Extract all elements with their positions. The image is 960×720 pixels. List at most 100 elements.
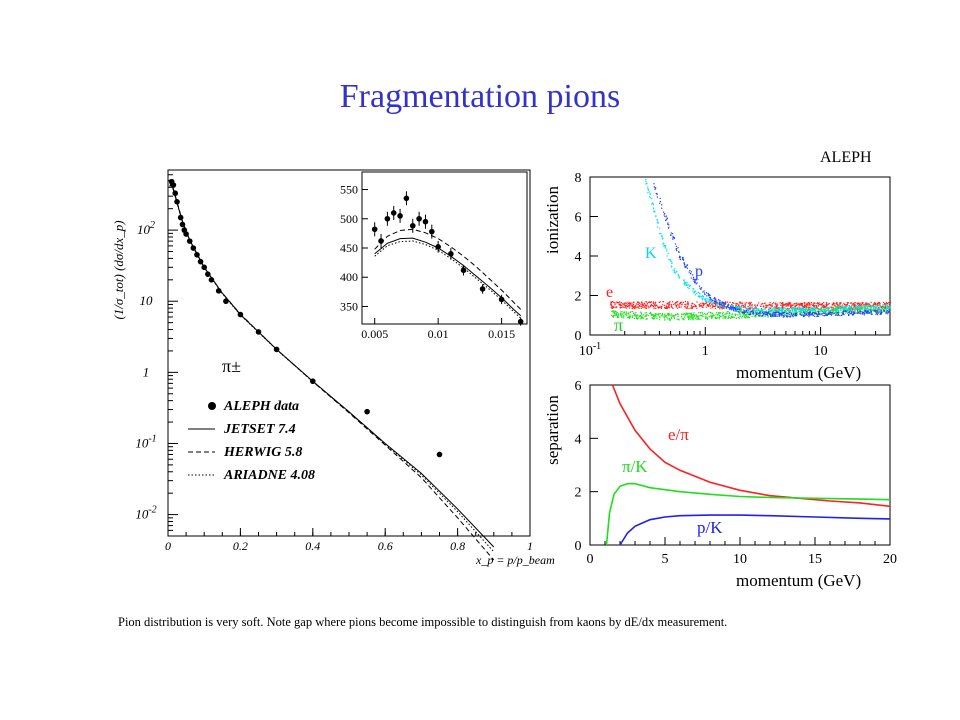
ion-point-3 [828, 311, 830, 314]
ion-point-1 [845, 310, 847, 313]
ion-point-2 [836, 303, 838, 306]
ion-point-1 [787, 313, 789, 315]
ion-point-3 [669, 319, 671, 321]
ion-point-2 [669, 301, 671, 303]
ion-point-1 [714, 298, 716, 300]
ion-point-3 [729, 317, 731, 319]
ion-point-0 [678, 277, 680, 279]
ion-point-2 [746, 302, 748, 304]
ion-point-2 [761, 303, 763, 305]
ion-point-0 [811, 309, 813, 312]
ion-point-3 [613, 314, 615, 316]
ion-point-1 [655, 192, 657, 195]
ion-point-3 [726, 311, 728, 313]
sep-curve [605, 482, 891, 546]
ion-point-3 [799, 311, 801, 313]
ion-point-0 [744, 310, 746, 312]
ion-point-1 [668, 224, 670, 226]
ion-point-1 [830, 312, 833, 314]
ion-point-3 [641, 314, 643, 316]
ion-point-2 [888, 302, 890, 304]
ion-point-2 [868, 303, 870, 305]
ion-point-2 [610, 307, 612, 309]
ion-point-0 [737, 305, 739, 307]
ion-point-0 [747, 307, 749, 309]
ion-point-2 [788, 308, 790, 310]
ion-point-1 [783, 316, 785, 318]
ion-point-2 [662, 301, 664, 303]
ion-point-2 [826, 304, 828, 306]
ion-point-0 [799, 310, 801, 312]
ion-point-1 [875, 313, 877, 315]
ion-point-2 [816, 303, 818, 305]
ion-point-0 [662, 237, 664, 239]
ion-point-2 [738, 306, 740, 308]
ion-point-3 [871, 309, 873, 311]
ion-point-3 [869, 308, 871, 310]
ion-point-1 [803, 311, 805, 313]
inset-data-point [422, 218, 429, 225]
ion-point-2 [781, 302, 783, 304]
ion-point-1 [795, 315, 797, 317]
ion-point-2 [816, 306, 818, 308]
ion-point-3 [766, 312, 768, 314]
ion-point-3 [731, 314, 733, 316]
ion-point-2 [740, 305, 742, 307]
ion-point-2 [780, 304, 782, 306]
ion-point-3 [719, 311, 721, 314]
ion-point-1 [825, 311, 827, 313]
ion-point-2 [819, 308, 822, 310]
ion-point-3 [678, 314, 680, 316]
ion-point-2 [875, 304, 877, 306]
ion-point-0 [823, 309, 825, 311]
ion-point-2 [888, 303, 890, 305]
ion-point-3 [767, 315, 769, 317]
ion-point-2 [844, 304, 846, 306]
ion-point-2 [861, 303, 863, 305]
ion-point-0 [862, 306, 864, 308]
ion-point-2 [881, 305, 883, 307]
ion-point-2 [678, 306, 680, 308]
ion-point-3 [640, 316, 642, 318]
ion-point-0 [812, 308, 814, 310]
ion-point-0 [868, 309, 870, 311]
ion-point-0 [748, 310, 750, 312]
ion-point-0 [850, 306, 852, 308]
ion-point-1 [853, 311, 855, 313]
ion-point-3 [694, 314, 696, 316]
ion-point-0 [757, 310, 759, 312]
ion-point-1 [737, 308, 739, 310]
ion-point-1 [783, 312, 785, 314]
ion-point-1 [661, 204, 663, 206]
ion-point-2 [661, 306, 663, 308]
ion-point-2 [662, 304, 664, 306]
ion-point-2 [685, 307, 687, 309]
ion-point-3 [641, 316, 643, 318]
ion-point-1 [771, 314, 773, 316]
ion-point-3 [838, 307, 840, 310]
ion-point-1 [699, 287, 701, 289]
ion-point-3 [683, 313, 685, 315]
ion-point-2 [806, 306, 808, 308]
ion-point-2 [717, 306, 719, 308]
ion-point-3 [716, 318, 718, 320]
ion-point-0 [722, 304, 724, 306]
ion-point-2 [673, 303, 675, 305]
ion-point-3 [733, 316, 735, 318]
ion-point-2 [790, 302, 792, 304]
ion-point-2 [668, 306, 670, 308]
ion-point-2 [749, 302, 751, 304]
ion-point-3 [692, 316, 694, 318]
ion-point-3 [869, 305, 871, 307]
ion-point-3 [611, 310, 613, 313]
ion-point-0 [730, 304, 732, 306]
ion-point-0 [820, 307, 822, 309]
ion-point-2 [874, 303, 876, 306]
ion-point-1 [774, 313, 776, 315]
ion-point-2 [648, 307, 650, 309]
ion-point-0 [777, 307, 780, 309]
ion-point-0 [794, 307, 797, 309]
ion-point-0 [803, 310, 805, 312]
ion-point-3 [764, 314, 766, 316]
ion-point-1 [770, 315, 772, 317]
